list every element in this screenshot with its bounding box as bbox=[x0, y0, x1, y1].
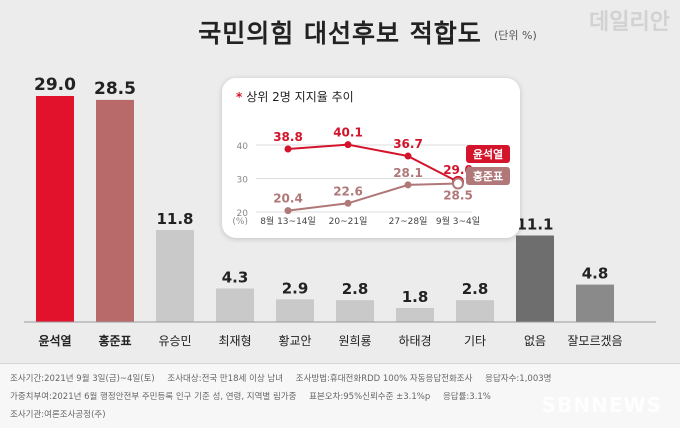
trend-inset-panel: * 상위 2명 지지율 추이 40 30 20 (%) 38.8 40.1 36.7 29.0 윤… bbox=[222, 78, 520, 238]
bar-8 bbox=[516, 235, 554, 322]
note-method: 조사방법:휴대전화RDD 100% 자동응답전화조사 bbox=[295, 374, 473, 384]
note-response-rate: 응답률:3.1% bbox=[442, 392, 491, 402]
series-0-value-label-2: 36.7 bbox=[393, 137, 423, 151]
series-0-marker-0 bbox=[284, 145, 292, 153]
x-tick-label-3: 9월 3~4일 bbox=[436, 215, 480, 227]
bar-value-label-3: 4.3 bbox=[222, 268, 249, 286]
bar-value-label-0: 29.0 bbox=[34, 75, 76, 95]
legend-tag-label-0: 윤석열 bbox=[473, 147, 503, 161]
note-weighting: 가중치부여:2021년 6월 행정안전부 주민등록 인구 기준 성, 연령, 지… bbox=[10, 392, 297, 402]
asterisk-icon: * bbox=[236, 90, 243, 104]
series-1-marker-0 bbox=[284, 207, 292, 215]
series-1-marker-1 bbox=[344, 199, 352, 207]
bar-value-label-9: 4.8 bbox=[582, 265, 609, 283]
category-label-3: 최재형 bbox=[218, 334, 251, 348]
notes-line-3: 조사기관:여론조사공정(주) bbox=[10, 408, 116, 420]
series-line-0 bbox=[287, 143, 459, 183]
y-tick-label-2: 20 bbox=[237, 209, 249, 219]
category-label-7: 기타 bbox=[464, 334, 486, 348]
series-1-marker-2 bbox=[404, 181, 412, 189]
legend-tag-label-1: 홍준표 bbox=[473, 169, 503, 183]
note-target: 조사대상:전국 만18세 이상 남녀 bbox=[167, 374, 284, 384]
page-title: 국민의힘 대선후보 적합도 bbox=[198, 19, 482, 48]
category-label-9: 잘모르겠음 bbox=[567, 334, 622, 348]
y-unit-label: (%) bbox=[232, 217, 248, 227]
bar-2 bbox=[156, 230, 194, 322]
y-tick-label-0: 40 bbox=[237, 142, 249, 152]
legend-tag-1 bbox=[466, 167, 510, 185]
note-respondents: 응답자수:1,003명 bbox=[485, 374, 552, 384]
series-line-1 bbox=[287, 182, 459, 212]
inset-title-text: 상위 2명 지지율 추이 bbox=[246, 90, 354, 104]
category-label-8: 없음 bbox=[524, 334, 546, 348]
series-0-marker-2 bbox=[404, 152, 412, 160]
bar-value-label-7: 2.8 bbox=[462, 280, 489, 298]
series-0-value-label-1: 40.1 bbox=[333, 126, 363, 140]
bar-5 bbox=[336, 300, 374, 322]
notes-line-2: 가중치부여:2021년 6월 행정안전부 주민등록 인구 기준 성, 연령, 지… bbox=[10, 390, 501, 402]
y-tick-label-1: 30 bbox=[237, 176, 249, 186]
category-label-1: 홍준표 bbox=[98, 333, 131, 348]
note-period: 조사기간:2021년 9월 3일(금)~4일(토) bbox=[10, 374, 155, 384]
series-0-marker-1 bbox=[344, 141, 352, 149]
series-0-value-label-0: 38.8 bbox=[273, 130, 303, 144]
brand-watermark: 데일리안 bbox=[589, 10, 670, 35]
bar-4 bbox=[276, 299, 314, 322]
series-1-value-label-3: 28.5 bbox=[443, 189, 473, 203]
bar-7 bbox=[456, 300, 494, 322]
unit-label: (단위 %) bbox=[494, 29, 537, 42]
bar-9 bbox=[576, 284, 614, 322]
bar-3 bbox=[216, 288, 254, 322]
series-1-value-label-0: 20.4 bbox=[273, 192, 303, 206]
note-agency: 조사기관:여론조사공정(주) bbox=[10, 410, 106, 420]
legend-tag-0 bbox=[466, 145, 510, 163]
series-1-marker-3 bbox=[452, 177, 464, 190]
x-tick-label-0: 8월 13~14일 bbox=[260, 215, 316, 227]
survey-notes: 조사기간:2021년 9월 3일(금)~4일(토) 조사대상:전국 만18세 이… bbox=[0, 363, 680, 428]
category-label-6: 하태경 bbox=[398, 334, 431, 348]
inset-title: * 상위 2명 지지율 추이 bbox=[236, 88, 354, 105]
bar-0 bbox=[36, 96, 74, 322]
x-tick-label-2: 27~28일 bbox=[389, 216, 428, 227]
x-tick-label-1: 20~21일 bbox=[329, 216, 368, 227]
bar-1 bbox=[96, 99, 134, 323]
series-0-value-label-3: 29.0 bbox=[443, 163, 473, 177]
notes-line-1: 조사기간:2021년 9월 3일(금)~4일(토) 조사대상:전국 만18세 이… bbox=[10, 372, 561, 384]
bar-6 bbox=[396, 307, 434, 322]
main-bar-chart: 29.0윤석열28.5홍준표11.8유승민4.3최재형2.9황교안2.8원희룡1… bbox=[24, 75, 656, 348]
category-label-2: 유승민 bbox=[158, 334, 191, 348]
news-watermark: SBNNEWS bbox=[541, 393, 662, 417]
bar-value-label-1: 28.5 bbox=[94, 79, 136, 99]
bar-value-label-2: 11.8 bbox=[156, 210, 193, 228]
series-1-value-label-2: 28.1 bbox=[393, 166, 423, 180]
category-label-5: 원희룡 bbox=[338, 334, 371, 348]
note-error: 표본오차:95%신뢰수준 ±3.1%p bbox=[309, 392, 431, 402]
bar-value-label-6: 1.8 bbox=[402, 288, 429, 306]
category-label-0: 윤석열 bbox=[38, 333, 71, 348]
bar-value-label-8: 11.1 bbox=[516, 215, 553, 233]
series-1-value-label-1: 22.6 bbox=[333, 184, 363, 198]
bar-value-label-5: 2.8 bbox=[342, 280, 369, 298]
bar-value-label-4: 2.9 bbox=[282, 279, 309, 297]
category-label-4: 황교안 bbox=[278, 334, 311, 348]
